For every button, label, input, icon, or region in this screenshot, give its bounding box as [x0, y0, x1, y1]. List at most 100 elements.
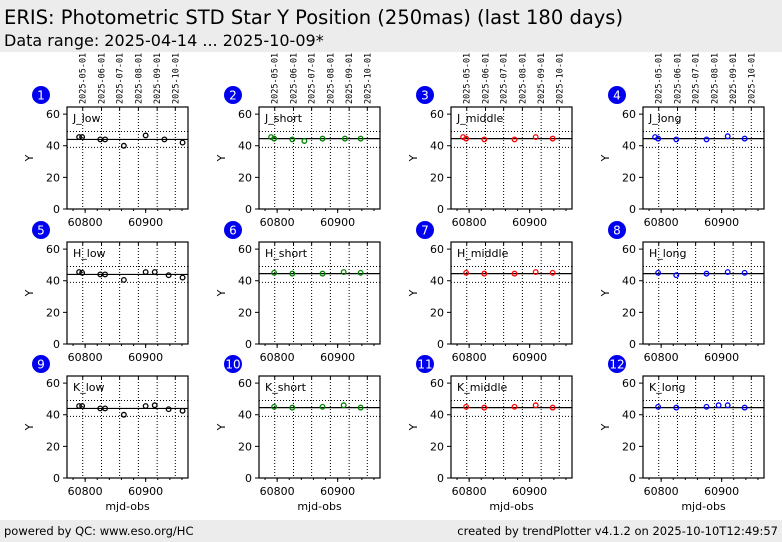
- header-bar: ERIS: Photometric STD Star Y Position (2…: [0, 0, 782, 52]
- date-tick-label: 2025-07-01: [500, 53, 510, 104]
- data-point: [549, 404, 556, 411]
- date-tick-label: 2025-07-01: [692, 53, 702, 104]
- y-tick-label: 40: [622, 140, 636, 153]
- y-tick-label: 40: [46, 275, 60, 288]
- data-point: [271, 135, 278, 142]
- date-tick-label: 2025-09-01: [537, 53, 547, 104]
- y-tick-label: 60: [46, 377, 60, 390]
- y-tick-label: 40: [430, 140, 444, 153]
- y-tick-label: 20: [46, 171, 60, 184]
- data-point: [481, 404, 488, 411]
- date-tick-label: 2025-06-01: [97, 53, 107, 104]
- y-tick-label: 20: [430, 306, 444, 319]
- data-point: [340, 269, 347, 275]
- y-tick-label: 60: [238, 108, 252, 121]
- x-tick-label: 60900: [128, 216, 163, 229]
- data-point: [724, 269, 731, 275]
- y-axis-label: Y: [407, 154, 420, 162]
- data-point: [151, 269, 158, 275]
- panel-number: 6: [229, 224, 237, 238]
- panel-j-middle: 3 2025-05-01 2025-06-01 2025-07-01 2025-08-0…: [407, 53, 573, 229]
- date-tick-label: 2025-09-01: [153, 53, 163, 104]
- data-point: [161, 136, 168, 143]
- plot-frame: [642, 375, 765, 479]
- data-point: [289, 270, 296, 277]
- panel-label: K_short: [265, 381, 307, 394]
- panel-label: H_long: [649, 247, 687, 260]
- x-tick-label: 60800: [644, 351, 679, 364]
- panel-number: 12: [609, 358, 624, 372]
- y-tick-label: 0: [629, 338, 636, 351]
- y-tick-label: 0: [53, 338, 60, 351]
- date-tick-label: 2025-09-01: [345, 53, 355, 104]
- data-point: [357, 135, 364, 142]
- date-tick-label: 2025-05-01: [79, 53, 89, 104]
- data-point: [102, 136, 109, 143]
- y-tick-label: 40: [622, 275, 636, 288]
- y-tick-label: 60: [622, 108, 636, 121]
- data-point: [76, 403, 83, 409]
- x-axis-label: mjd-obs: [297, 500, 342, 513]
- data-point: [532, 134, 539, 140]
- panel-number-badge: [32, 355, 50, 373]
- data-point: [120, 411, 127, 418]
- data-point: [79, 134, 86, 140]
- data-point: [481, 136, 488, 143]
- powered-by-text: powered by QC: www.eso.org/HC: [4, 524, 194, 538]
- y-axis-label: Y: [215, 154, 228, 162]
- page-title: ERIS: Photometric STD Star Y Position (2…: [4, 6, 624, 29]
- y-axis-label: Y: [215, 423, 228, 431]
- panel-number-badge: [224, 221, 242, 239]
- panel-number: 10: [225, 358, 240, 372]
- data-point: [120, 277, 127, 283]
- panel-number: 4: [613, 89, 621, 103]
- date-tick-label: 2025-10-01: [363, 53, 373, 104]
- panel-h-long: 8 H_long 0 20 40 60 Y 60800 60900: [599, 221, 765, 364]
- data-point: [511, 270, 518, 277]
- y-axis-label: Y: [23, 423, 36, 431]
- data-point: [340, 402, 347, 409]
- data-point: [741, 269, 748, 276]
- x-axis-label: mjd-obs: [489, 500, 534, 513]
- panel-label: J_short: [264, 112, 303, 125]
- date-tick-label: 2025-10-01: [747, 53, 757, 104]
- panel-h-low: 5 H_low 0 20 40 60 Y 60800 60900: [23, 221, 189, 364]
- panel-label: J_middle: [456, 112, 504, 125]
- footer-bar: powered by QC: www.eso.org/HC created by…: [0, 520, 782, 542]
- panel-number: 5: [37, 224, 45, 238]
- y-axis-label: Y: [215, 289, 228, 297]
- date-tick-label: 2025-07-01: [308, 53, 318, 104]
- data-point: [655, 135, 662, 142]
- panel-number: 1: [37, 89, 45, 103]
- y-tick-label: 40: [430, 275, 444, 288]
- data-point: [481, 270, 488, 277]
- y-tick-label: 60: [430, 377, 444, 390]
- y-tick-label: 0: [629, 203, 636, 216]
- x-tick-label: 60800: [452, 351, 487, 364]
- data-point: [151, 402, 158, 409]
- data-point: [673, 136, 680, 143]
- panel-number-badge: [224, 86, 242, 104]
- date-tick-label: 2025-06-01: [289, 53, 299, 104]
- date-tick-label: 2025-07-01: [116, 53, 126, 104]
- panel-label: H_middle: [457, 247, 509, 260]
- data-point: [549, 269, 556, 276]
- x-tick-label: 60900: [512, 485, 547, 498]
- panel-label: K_middle: [457, 381, 508, 394]
- y-tick-label: 20: [622, 171, 636, 184]
- y-tick-label: 0: [629, 472, 636, 485]
- panel-number-badge: [416, 221, 434, 239]
- data-point: [357, 404, 364, 411]
- y-tick-label: 60: [622, 377, 636, 390]
- date-tick-label: 2025-10-01: [555, 53, 565, 104]
- data-point: [703, 136, 710, 143]
- y-tick-label: 0: [53, 472, 60, 485]
- created-by-text: created by trendPlotter v4.1.2 on 2025-1…: [457, 524, 778, 538]
- x-tick-label: 60800: [68, 216, 103, 229]
- y-tick-label: 20: [238, 306, 252, 319]
- y-tick-label: 0: [437, 338, 444, 351]
- y-tick-label: 60: [430, 243, 444, 256]
- x-tick-label: 60900: [128, 485, 163, 498]
- data-point: [165, 406, 172, 413]
- x-tick-label: 60800: [68, 351, 103, 364]
